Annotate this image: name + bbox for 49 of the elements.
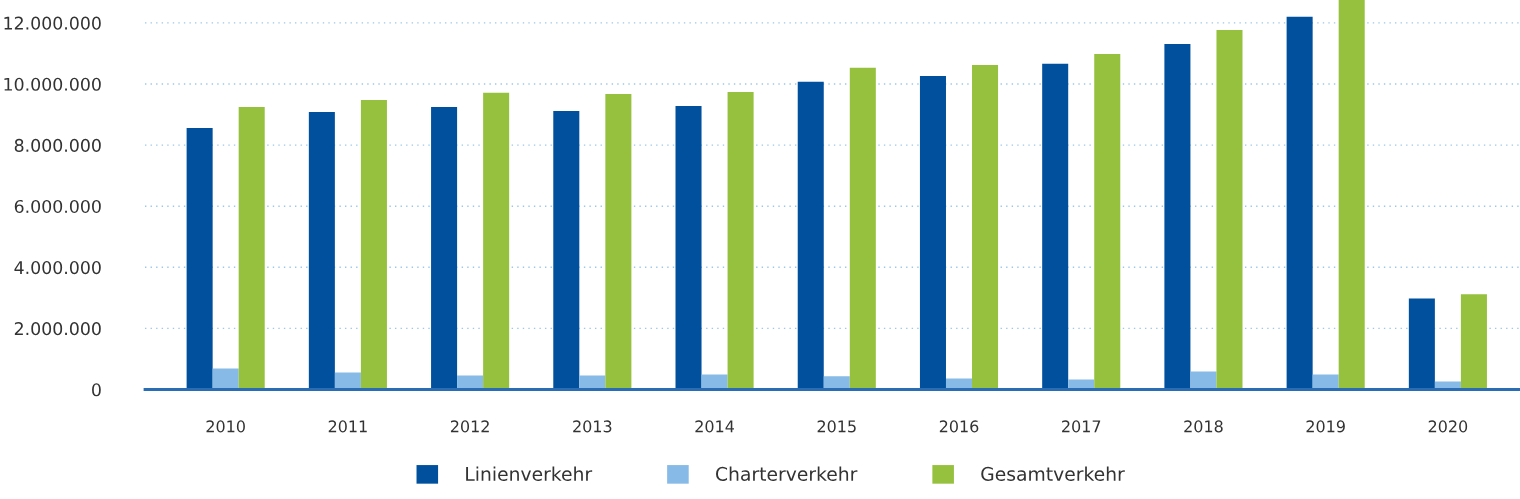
y-tick-label: 2.000.000 — [14, 322, 101, 336]
y-tick-label: 0 — [92, 383, 101, 397]
bar — [1042, 63, 1069, 390]
y-tick-label: 6.000.000 — [14, 199, 101, 214]
bar — [675, 106, 702, 390]
bar — [212, 368, 239, 390]
bar — [238, 106, 265, 390]
x-tick-label: 2010 — [206, 420, 245, 433]
bar — [919, 76, 946, 390]
bar — [360, 99, 387, 390]
x-tick-label: 2011 — [328, 420, 367, 433]
bar — [334, 372, 361, 390]
x-tick-label: 2020 — [1428, 420, 1468, 433]
bar — [1216, 29, 1243, 390]
x-tick-label: 2014 — [695, 420, 734, 433]
legend-label: Linienverkehr — [466, 466, 593, 481]
bar — [553, 110, 580, 390]
bar — [1164, 43, 1191, 390]
y-tick-label: 8.000.000 — [14, 138, 101, 152]
bar — [1286, 16, 1313, 390]
x-tick-label: 2019 — [1306, 420, 1345, 433]
x-tick-label: 2016 — [939, 420, 979, 433]
bar — [849, 67, 876, 390]
legend-label: Charterverkehr — [716, 466, 858, 481]
x-tick-label: 2017 — [1062, 420, 1101, 433]
bar — [1094, 54, 1121, 390]
bar — [605, 94, 632, 390]
bar — [1338, 0, 1365, 390]
bar — [457, 375, 484, 390]
y-tick-label: 4.000.000 — [14, 261, 101, 275]
bar — [797, 81, 824, 390]
x-tick-label: 2018 — [1184, 420, 1223, 433]
x-tick-label: 2013 — [573, 420, 612, 433]
y-tick-label: 12.000.000 — [4, 16, 101, 30]
bar — [1408, 298, 1435, 390]
bar — [972, 65, 999, 390]
bar — [431, 106, 458, 390]
bar — [186, 128, 213, 390]
bar — [823, 376, 850, 390]
y-tick-label: 10.000.000 — [4, 77, 101, 91]
bar — [1190, 371, 1217, 390]
bar — [308, 112, 335, 390]
x-tick-label: 2012 — [450, 420, 489, 433]
bar — [483, 92, 510, 390]
bar — [1460, 294, 1487, 390]
x-tick-label: 2015 — [817, 420, 856, 433]
bar — [579, 375, 606, 390]
bar — [727, 91, 754, 390]
legend-label: Gesamtverkehr — [981, 466, 1125, 481]
